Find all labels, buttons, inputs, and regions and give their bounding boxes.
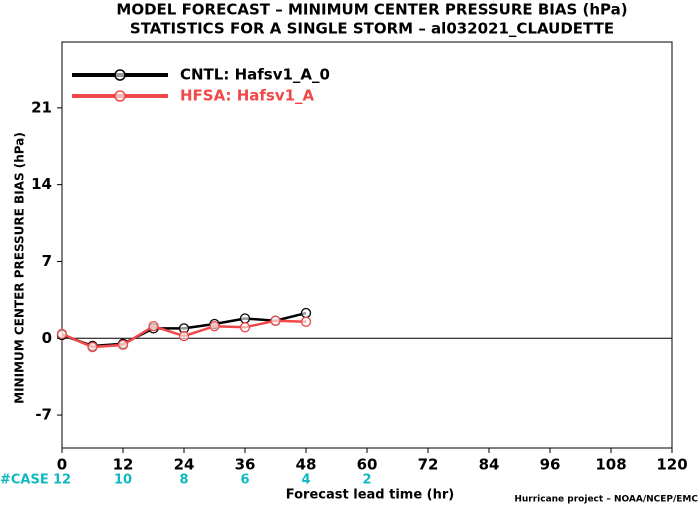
x-tick-label: 0: [57, 456, 67, 474]
case-label: #CASE: [0, 473, 49, 488]
x-tick-label: 84: [479, 456, 500, 474]
x-tick-label: 72: [418, 456, 439, 474]
y-tick-label: -7: [35, 406, 52, 424]
point: [300, 307, 312, 319]
y-tick-label: 14: [31, 175, 52, 193]
chart-title: MODEL FORECAST – MINIMUM CENTER PRESSURE…: [116, 1, 627, 19]
x-tick-label: 12: [113, 456, 134, 474]
footer: Hurricane project – NOAA/NCEP/EMC: [514, 495, 698, 505]
point: [239, 313, 251, 324]
case-count: 10: [114, 473, 132, 488]
point: [209, 321, 220, 332]
case-count: 4: [301, 473, 310, 488]
plot-frame: [61, 41, 673, 449]
legend-marker: [114, 69, 126, 81]
point: [300, 316, 312, 327]
chart-subtitle: STATISTICS FOR A SINGLE STORM – al032021…: [130, 20, 614, 38]
x-tick-label: 24: [174, 456, 195, 474]
point: [148, 321, 159, 332]
point: [87, 341, 98, 353]
point: [270, 315, 281, 326]
x-tick-label: 36: [235, 456, 256, 474]
y-tick-label: 21: [31, 98, 52, 116]
x-tick-label: 120: [656, 456, 687, 474]
y-axis-label: MINIMUM CENTER PRESSURE BIAS (hPa): [13, 132, 27, 404]
case-count: 8: [179, 473, 188, 488]
x-axis-label: Forecast lead time (hr): [286, 488, 454, 503]
y-tick-label: 0: [42, 329, 52, 347]
point: [178, 330, 190, 342]
point: [117, 339, 129, 351]
point: [239, 322, 251, 333]
x-tick-label: 60: [357, 456, 378, 474]
case-count: 6: [240, 473, 249, 488]
legend-label: CNTL: Hafsv1_A_0: [180, 66, 330, 84]
x-tick-label: 108: [595, 456, 626, 474]
case-count: 2: [362, 473, 371, 488]
x-tick-label: 48: [296, 456, 317, 474]
legend-marker: [114, 90, 126, 102]
case-count: 12: [53, 473, 71, 488]
point: [56, 328, 68, 340]
x-tick-label: 96: [540, 456, 561, 474]
legend-label: HFSA: Hafsv1_A: [180, 87, 315, 105]
y-tick-label: 7: [42, 252, 52, 270]
